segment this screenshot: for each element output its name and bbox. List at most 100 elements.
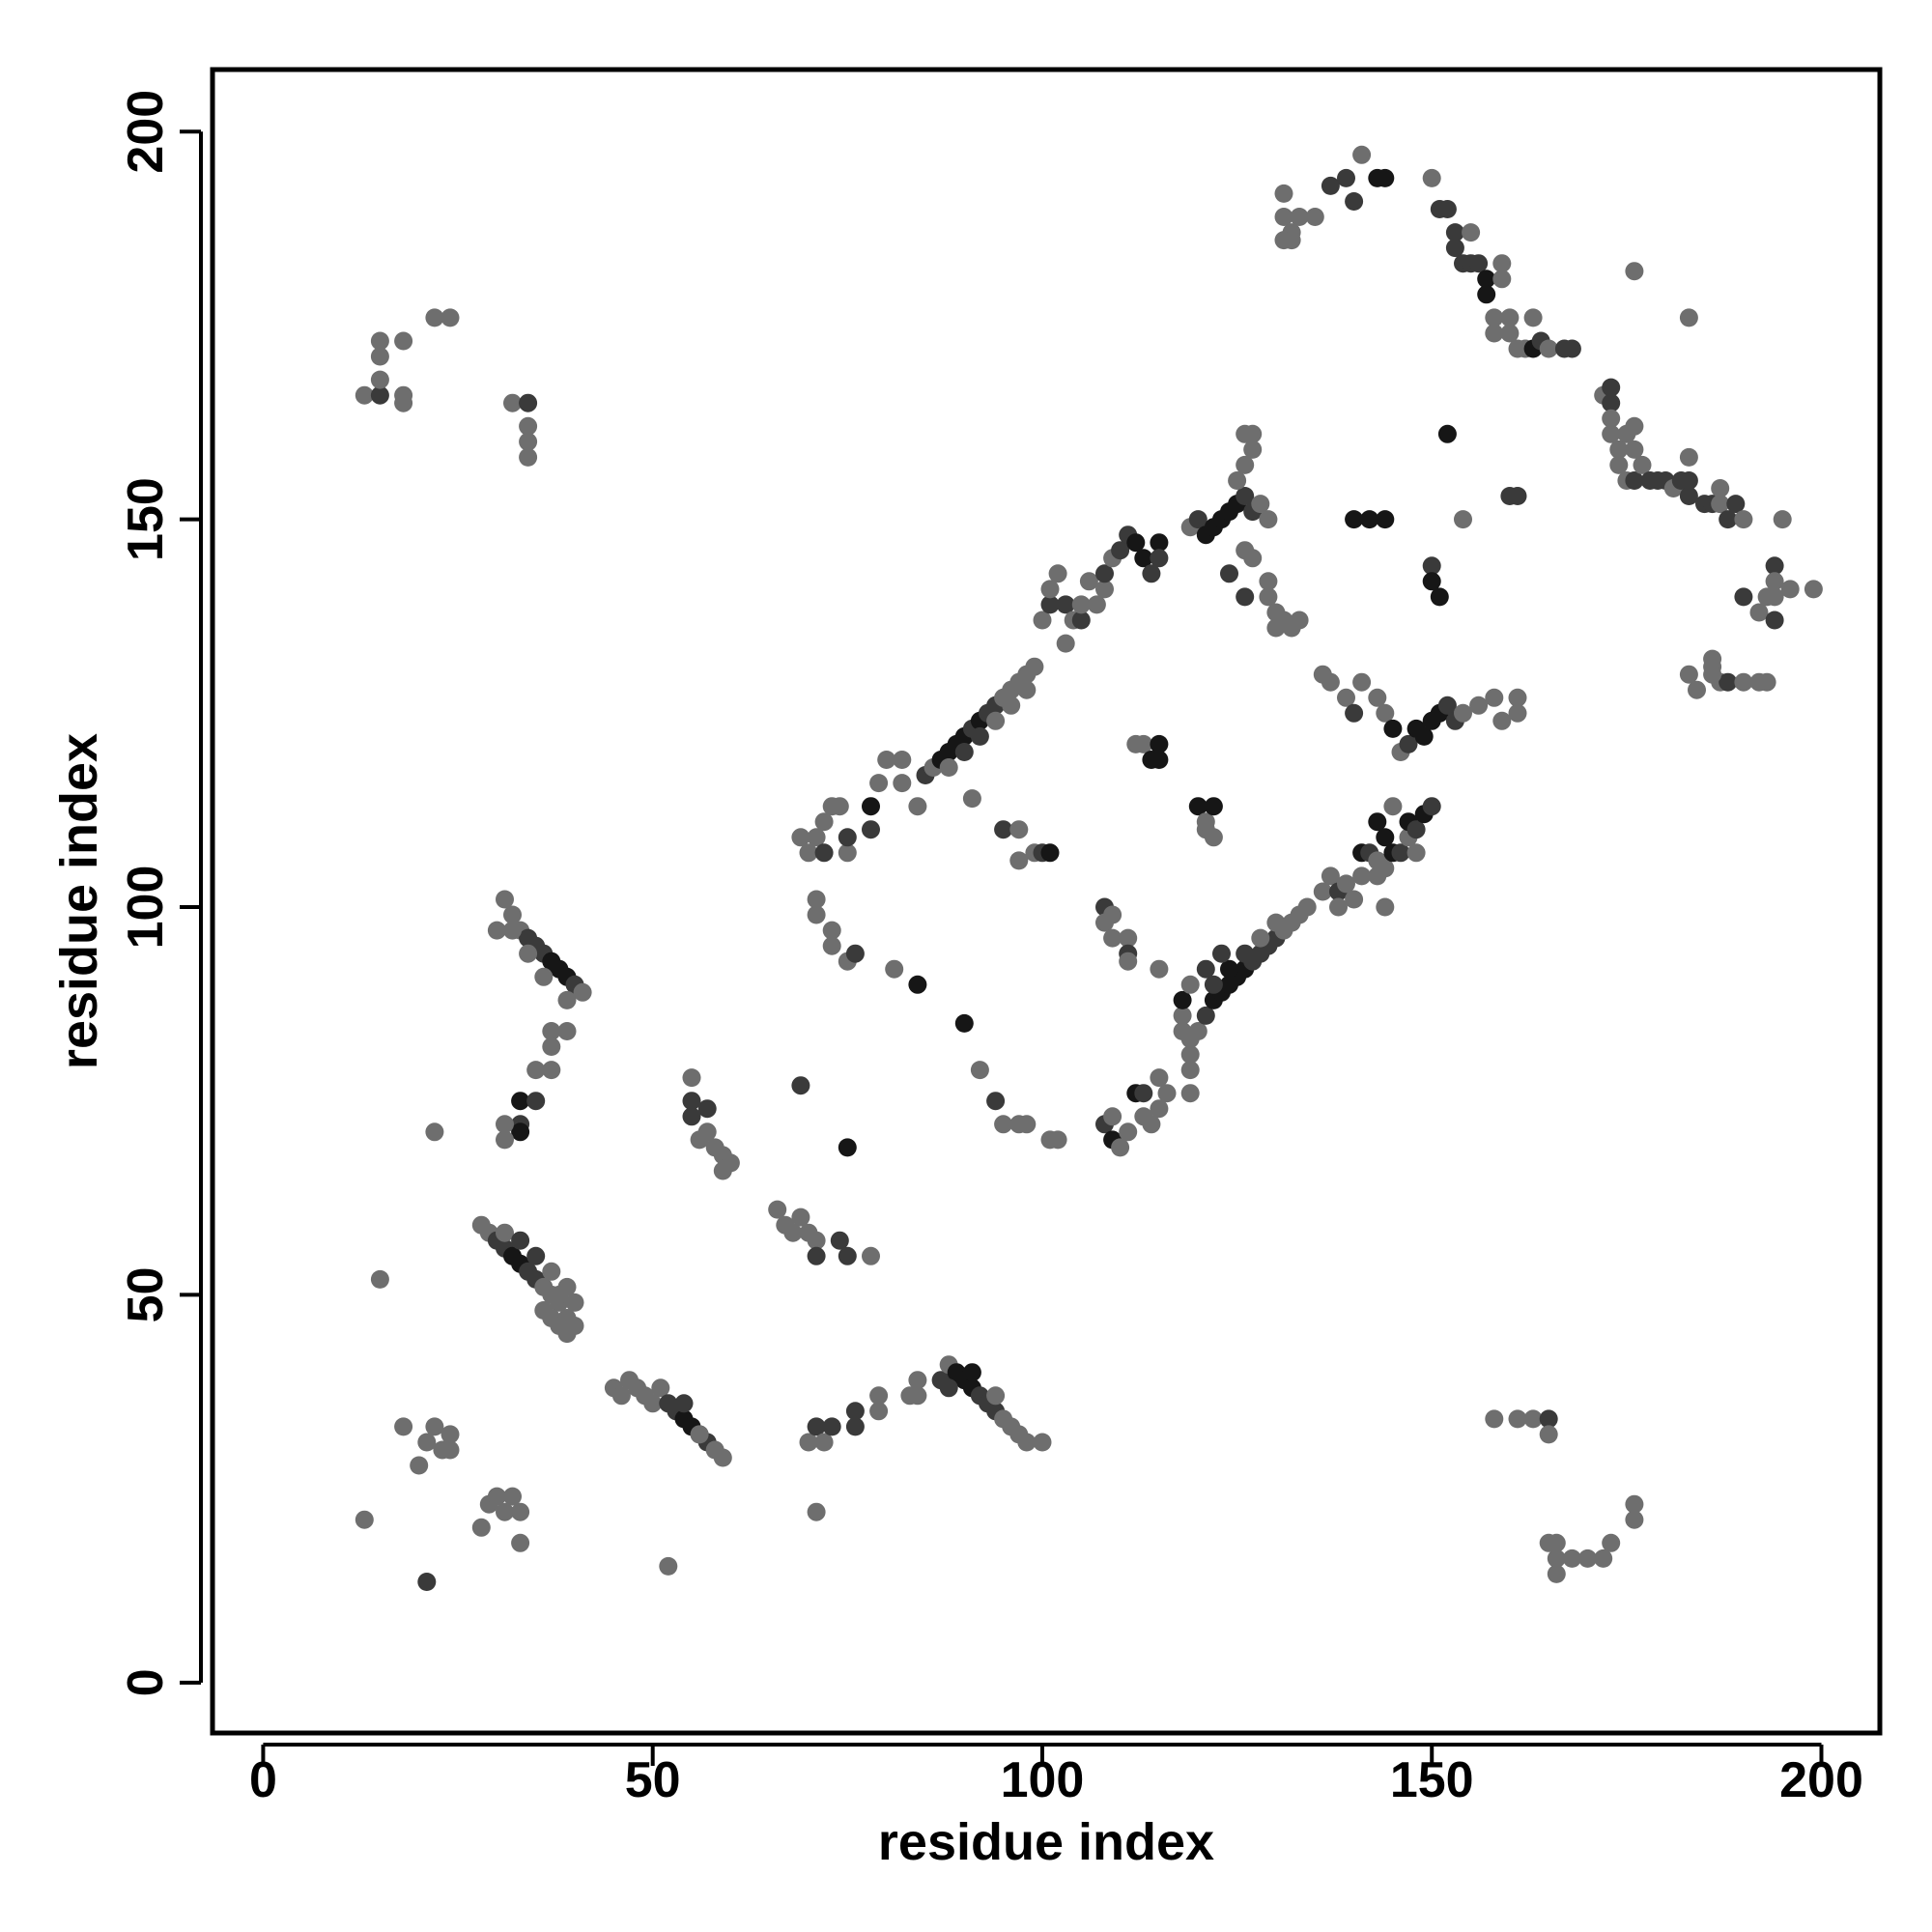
y-tick-label: 200 [118, 90, 174, 174]
data-point [1562, 1548, 1581, 1568]
data-point [697, 1122, 717, 1142]
data-point [573, 982, 592, 1002]
data-point [862, 820, 880, 839]
data-point [511, 1231, 530, 1250]
data-point [986, 1386, 1006, 1406]
data-point [1749, 603, 1769, 622]
data-point [1321, 672, 1340, 692]
data-point [970, 1061, 989, 1080]
data-point [1111, 1138, 1130, 1157]
data-point [877, 751, 896, 769]
data-point [908, 797, 927, 816]
data-point [768, 1200, 787, 1219]
data-point [1173, 990, 1192, 1009]
data-point [659, 1556, 678, 1576]
data-point [869, 1386, 889, 1406]
data-point [542, 1061, 561, 1080]
data-point [394, 331, 413, 351]
data-point [1376, 510, 1395, 529]
data-point [1376, 828, 1395, 847]
data-point [1360, 510, 1379, 529]
data-point [682, 1107, 701, 1126]
data-point [791, 1208, 810, 1227]
data-point [1376, 168, 1395, 187]
data-point [1002, 696, 1021, 715]
data-point [1111, 541, 1130, 560]
data-point [1578, 1548, 1597, 1568]
data-point [1508, 1409, 1527, 1429]
data-point [394, 1417, 413, 1436]
data-point [1150, 549, 1169, 568]
data-point [496, 1502, 514, 1521]
data-point [1259, 572, 1278, 591]
data-point [994, 1115, 1013, 1134]
data-point [1376, 859, 1395, 878]
data-point [1345, 703, 1364, 723]
data-point [838, 1138, 857, 1157]
data-point [487, 1487, 506, 1506]
data-point [1352, 672, 1372, 692]
data-point [1188, 1022, 1208, 1040]
data-point [908, 1371, 927, 1390]
data-point [1500, 324, 1520, 343]
data-point [1150, 751, 1169, 769]
data-point [721, 1153, 740, 1173]
data-point [1119, 928, 1138, 948]
data-point [1734, 510, 1753, 529]
data-point [1142, 564, 1161, 583]
data-point [1337, 168, 1355, 187]
data-point [697, 1099, 717, 1119]
data-point [503, 905, 522, 924]
data-point [1539, 339, 1558, 358]
data-point [807, 890, 826, 909]
data-point [893, 751, 912, 769]
data-point [542, 1022, 561, 1040]
data-point [1422, 572, 1441, 591]
data-point [425, 308, 444, 327]
data-point [1422, 168, 1441, 187]
data-point [1228, 471, 1247, 490]
data-point [885, 959, 904, 979]
data-point [1056, 595, 1075, 614]
data-point [1212, 944, 1231, 963]
data-point [1383, 797, 1403, 816]
data-point [1040, 580, 1060, 599]
data-point [526, 1246, 546, 1265]
data-point [1251, 928, 1270, 948]
data-point [1173, 1006, 1192, 1025]
data-point [1508, 703, 1527, 723]
data-point [1547, 1564, 1566, 1583]
data-point [1259, 587, 1278, 607]
data-point [1196, 1006, 1215, 1025]
data-point [1056, 634, 1075, 653]
data-point [1485, 308, 1504, 327]
data-point [1703, 665, 1722, 684]
data-point [986, 711, 1006, 730]
data-point [1609, 455, 1629, 474]
data-point [1188, 510, 1208, 529]
x-axis-label: residue index [878, 1813, 1214, 1871]
data-point [1625, 440, 1644, 459]
data-point [1025, 657, 1044, 676]
data-point [970, 726, 989, 746]
data-point [1259, 510, 1278, 529]
data-point [1383, 719, 1403, 738]
data-point [526, 1092, 546, 1111]
data-point [862, 1246, 880, 1265]
data-point [519, 944, 538, 963]
data-point [1445, 223, 1464, 242]
data-point [1679, 447, 1698, 467]
data-point [1274, 184, 1293, 203]
data-point [511, 1533, 530, 1552]
data-point [1103, 1107, 1122, 1126]
data-point [1103, 928, 1122, 948]
y-tick-label: 0 [118, 1668, 174, 1696]
data-point [1477, 270, 1496, 289]
data-point [496, 1130, 514, 1150]
data-point [370, 347, 389, 366]
data-point [1345, 510, 1364, 529]
data-point [1711, 479, 1730, 497]
data-point [1079, 572, 1098, 591]
data-point [1399, 734, 1418, 753]
